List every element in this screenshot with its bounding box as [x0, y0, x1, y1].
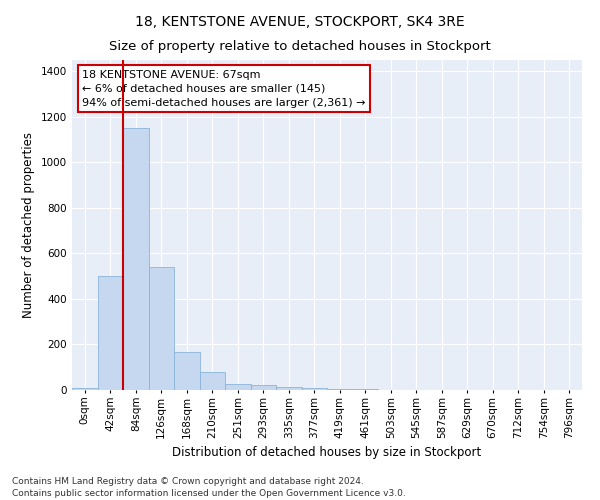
Bar: [199, 372, 225, 390]
Bar: [302, 388, 327, 390]
Bar: [149, 267, 174, 390]
Bar: [276, 386, 302, 390]
Text: Contains HM Land Registry data © Crown copyright and database right 2024.
Contai: Contains HM Land Registry data © Crown c…: [12, 476, 406, 498]
Bar: [97, 276, 123, 390]
Bar: [327, 389, 353, 390]
Text: 18 KENTSTONE AVENUE: 67sqm
← 6% of detached houses are smaller (145)
94% of semi: 18 KENTSTONE AVENUE: 67sqm ← 6% of detac…: [82, 70, 366, 108]
Bar: [123, 128, 149, 390]
X-axis label: Distribution of detached houses by size in Stockport: Distribution of detached houses by size …: [172, 446, 482, 459]
Bar: [225, 384, 251, 390]
Text: 18, KENTSTONE AVENUE, STOCKPORT, SK4 3RE: 18, KENTSTONE AVENUE, STOCKPORT, SK4 3RE: [135, 15, 465, 29]
Text: Size of property relative to detached houses in Stockport: Size of property relative to detached ho…: [109, 40, 491, 53]
Y-axis label: Number of detached properties: Number of detached properties: [22, 132, 35, 318]
Bar: [174, 352, 199, 390]
Bar: [72, 388, 97, 390]
Bar: [251, 385, 276, 390]
